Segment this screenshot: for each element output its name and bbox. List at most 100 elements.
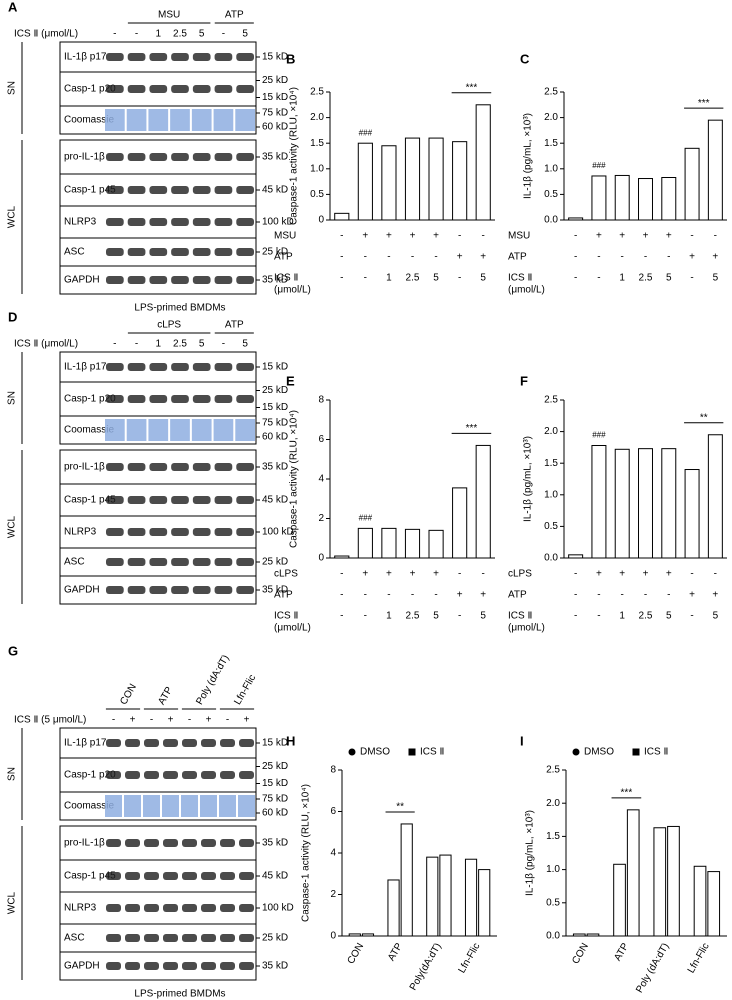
condition-value: 1 <box>619 273 625 284</box>
band <box>192 53 211 61</box>
band <box>214 276 233 284</box>
bar <box>638 178 653 221</box>
band <box>192 586 211 594</box>
band <box>106 872 121 880</box>
band <box>106 248 124 256</box>
condition-value: - <box>458 569 461 580</box>
bar <box>572 933 586 937</box>
treatment-label: ICS Ⅱ (5 μmol/L) <box>14 715 86 726</box>
condition-value: + <box>643 231 649 242</box>
marker-label: 45 kD <box>262 871 288 882</box>
coomassie-lane <box>143 795 160 817</box>
band <box>236 463 254 471</box>
band <box>127 85 146 93</box>
band <box>201 934 216 942</box>
marker-label: 15 kD <box>262 738 288 749</box>
coomassie-lane <box>238 795 255 817</box>
band <box>127 395 146 403</box>
bar <box>400 823 413 937</box>
lane-label: 5 <box>242 29 248 40</box>
band <box>127 186 146 194</box>
band <box>192 186 211 194</box>
condition-label: (μmol/L) <box>508 285 545 296</box>
band <box>171 53 189 61</box>
band <box>236 85 254 93</box>
band <box>144 872 159 880</box>
significance-label: *** <box>466 423 478 434</box>
legend-label: DMSO <box>360 747 390 758</box>
lane-label: + <box>130 715 136 726</box>
bar <box>568 554 584 559</box>
marker-label: 35 kD <box>262 838 288 849</box>
band <box>106 395 124 403</box>
marker-label: 35 kD <box>262 275 288 286</box>
row-label: pro-IL-1β <box>64 152 105 163</box>
condition-label: ATP <box>508 252 527 263</box>
y-tick-label: 0.5 <box>544 521 558 532</box>
marker-label: 15 kD <box>262 362 288 373</box>
condition-value: 5 <box>666 611 672 622</box>
band <box>220 962 235 970</box>
lane-label: - <box>135 29 138 40</box>
band <box>125 739 140 747</box>
section-label: WCL <box>7 891 18 914</box>
y-tick-label: 1.5 <box>546 831 560 842</box>
row-label: Casp-1 p45 <box>64 871 116 882</box>
significance-label: *** <box>466 82 478 93</box>
marker-label: 15 kD <box>262 52 288 63</box>
band <box>239 872 254 880</box>
band <box>214 53 233 61</box>
marker-label: 25 kD <box>262 761 288 772</box>
band <box>144 771 159 779</box>
condition-value: + <box>596 569 602 580</box>
band <box>236 186 254 194</box>
band <box>106 962 121 970</box>
condition-value: - <box>690 569 693 580</box>
bar <box>357 527 373 559</box>
condition-value: - <box>574 611 577 622</box>
band <box>236 558 254 566</box>
band <box>192 248 211 256</box>
lane-label: 2.5 <box>173 29 187 40</box>
marker-label: 25 kD <box>262 247 288 258</box>
y-tick-label: 1.5 <box>544 458 558 469</box>
lane-label: + <box>206 715 212 726</box>
band <box>106 218 124 226</box>
condition-value: 5 <box>713 611 719 622</box>
bar <box>426 856 439 937</box>
condition-value: 1 <box>619 611 625 622</box>
band <box>163 771 178 779</box>
band <box>106 85 124 93</box>
band <box>239 904 254 912</box>
condition-value: - <box>574 252 577 263</box>
lane-label: - <box>113 339 116 350</box>
condition-value: + <box>689 590 695 601</box>
lane-label: 1 <box>156 339 162 350</box>
band <box>214 186 233 194</box>
band <box>106 153 124 161</box>
marker-label: 75 kD <box>262 418 288 429</box>
condition-value: + <box>410 231 416 242</box>
coomassie-lane <box>181 795 198 817</box>
row-label: NLRP3 <box>64 903 97 914</box>
band <box>182 872 197 880</box>
band <box>127 496 146 504</box>
band <box>182 839 197 847</box>
condition-value: - <box>667 590 670 601</box>
band <box>220 839 235 847</box>
significance-label: *** <box>698 98 710 109</box>
row-label: pro-IL-1β <box>64 838 105 849</box>
band <box>236 395 254 403</box>
legend-marker <box>408 748 416 756</box>
band <box>214 463 233 471</box>
panel-letter: G <box>8 643 18 658</box>
bar <box>707 434 723 559</box>
blot-footer: LPS-primed BMDMs <box>134 989 225 1000</box>
y-tick-label: 1.0 <box>544 163 558 174</box>
condition-value: - <box>644 590 647 601</box>
group-label: MSU <box>158 10 180 21</box>
marker-label: 25 kD <box>262 385 288 396</box>
band <box>163 739 178 747</box>
condition-value: 1 <box>386 611 392 622</box>
row-label: pro-IL-1β <box>64 462 105 473</box>
